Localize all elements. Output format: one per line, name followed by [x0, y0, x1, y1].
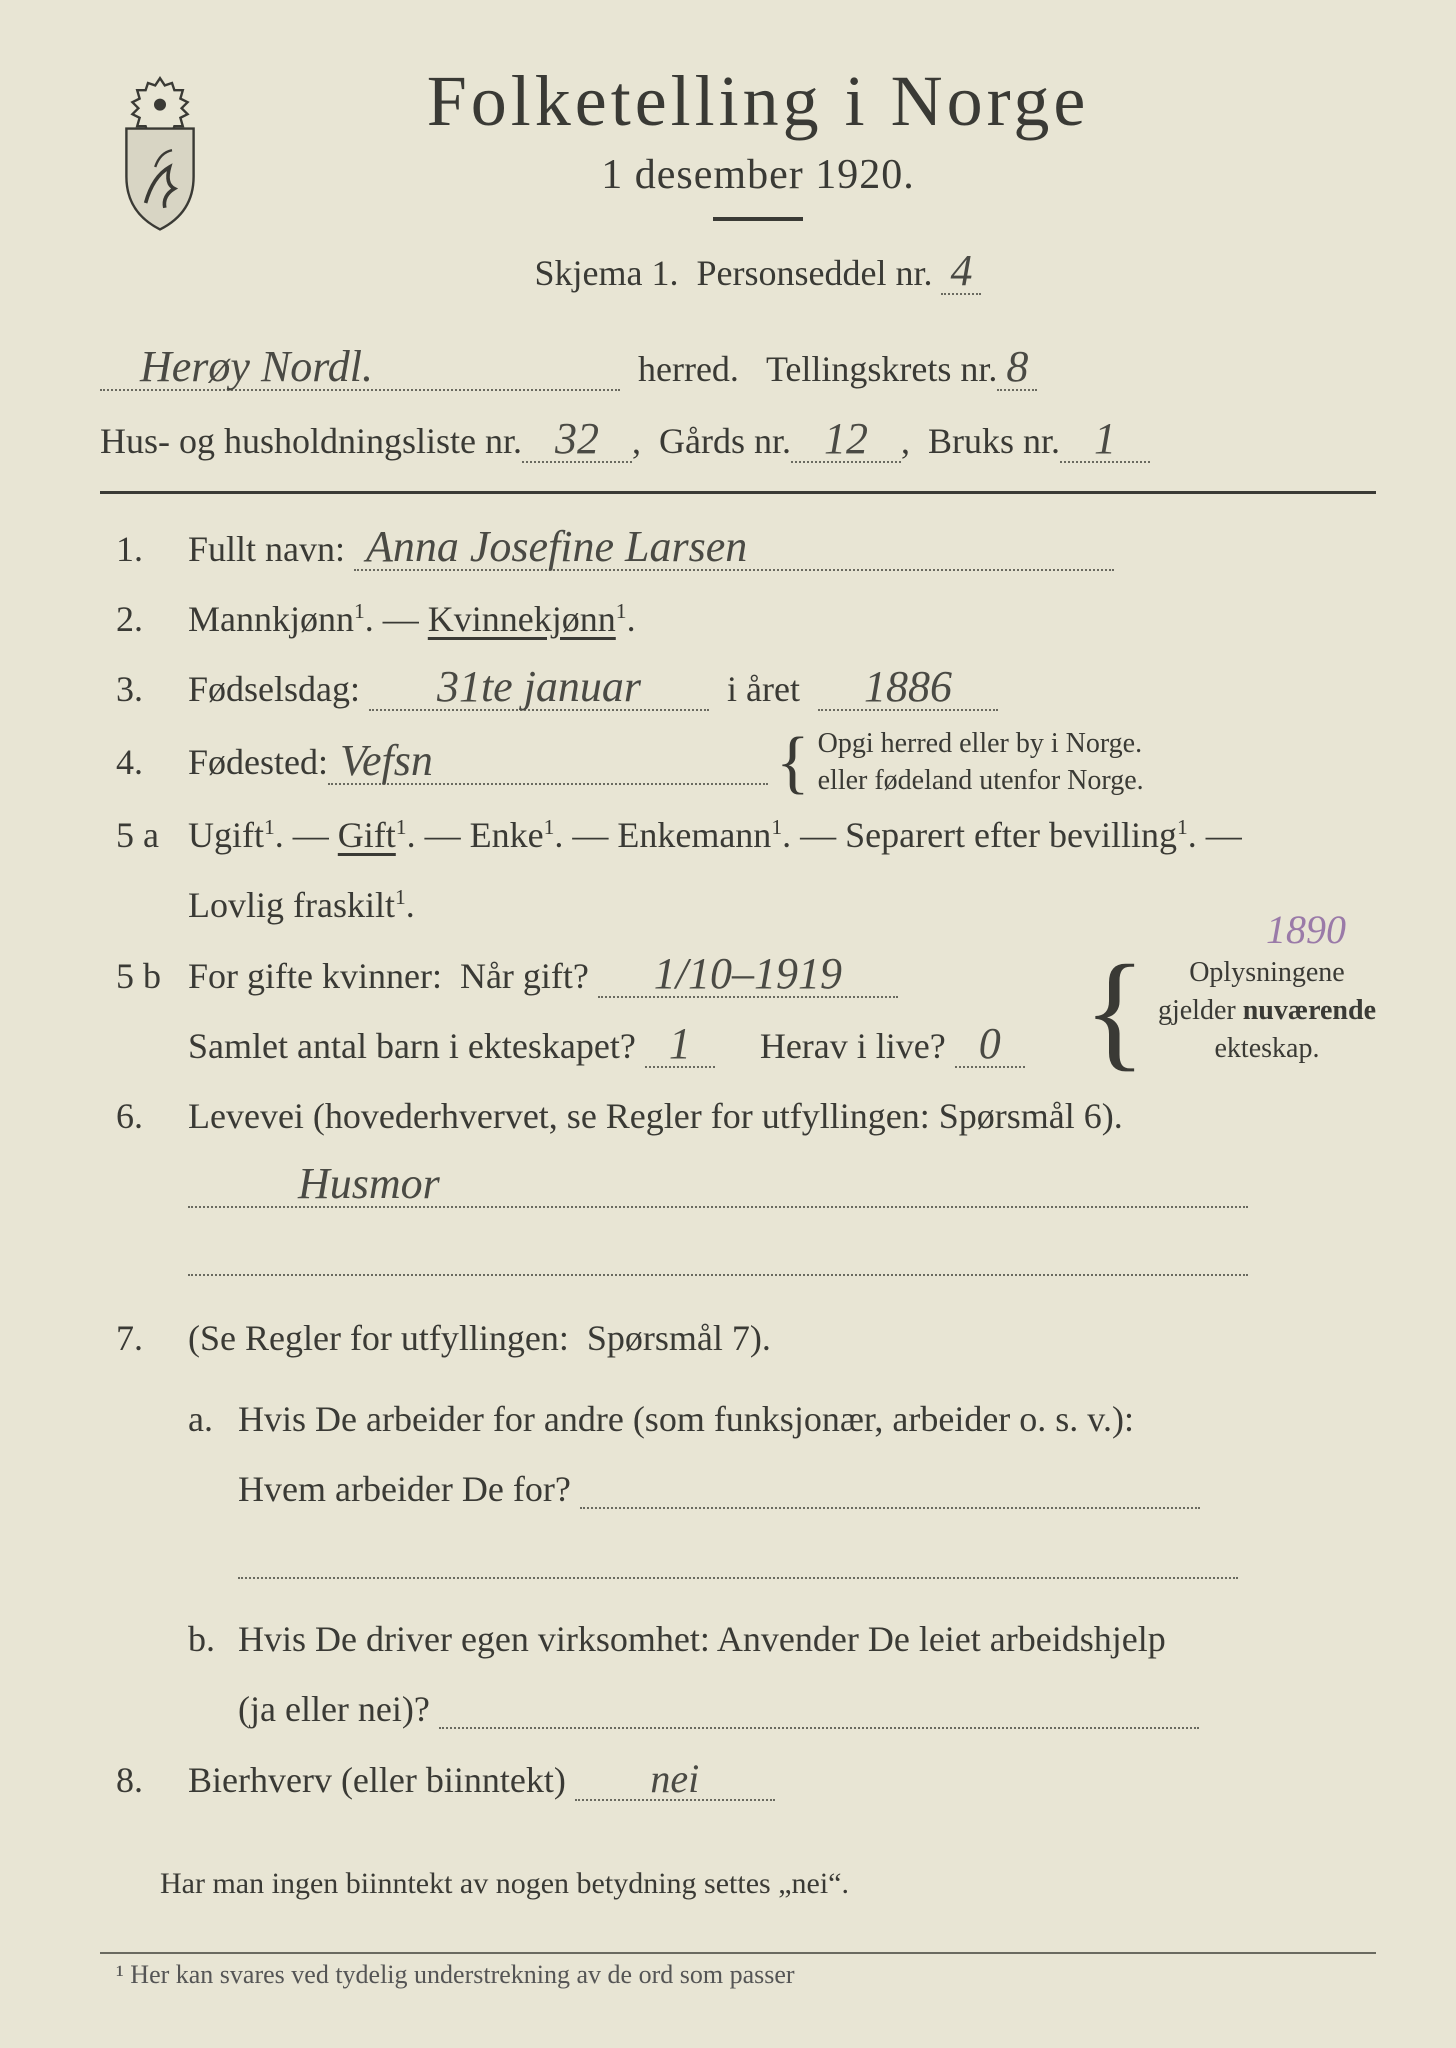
full-name: Anna Josefine Larsen: [354, 525, 1114, 571]
title-divider: [713, 217, 803, 221]
brace-icon: {: [1084, 985, 1146, 1037]
subtitle: 1 desember 1920.: [260, 151, 1256, 199]
instruction-line: Har man ingen biinntekt av nogen betydni…: [160, 1855, 1376, 1912]
footnote: ¹ Her kan svares ved tydelig understrekn…: [116, 1960, 1376, 1990]
margin-annotation: 1890: [1266, 891, 1346, 969]
form-header: Folketelling i Norge 1 desember 1920. Sk…: [100, 60, 1376, 303]
bruks-nr: 1: [1060, 417, 1150, 463]
q4: 4. Fødested: Vefsn { Opgi herred eller b…: [116, 725, 1376, 801]
husholdningsliste-nr: 32: [522, 417, 632, 463]
q8: 8. Bierhverv (eller biinntekt) nei: [116, 1745, 1376, 1815]
coat-of-arms-icon: [100, 70, 220, 240]
children-total: 1: [645, 1022, 715, 1068]
children-alive: 0: [955, 1022, 1025, 1068]
q6: 6. Levevei (hovederhvervet, se Regler fo…: [116, 1081, 1376, 1292]
tellingskrets-nr: 8: [997, 345, 1037, 391]
bierhverv: nei: [575, 1759, 775, 1801]
q5b: 1890 5 b For gifte kvinner: Når gift? 1/…: [116, 941, 1376, 1081]
birth-day: 31te januar: [369, 665, 709, 711]
q5a: 5 a Ugift1. — Gift1. — Enke1. — Enkemann…: [116, 800, 1376, 940]
q7: 7. (Se Regler for utfyllingen: Spørsmål …: [116, 1303, 1376, 1744]
section-rule: [100, 491, 1376, 494]
skjema-line: Skjema 1. Personseddel nr. 4: [260, 249, 1256, 295]
occupation: Husmor: [188, 1162, 1248, 1208]
q5b-sidenote: Oplysningene gjelder nuværende ekteskap.: [1158, 954, 1376, 1067]
footnote-rule: [100, 1952, 1376, 1954]
marital-selected: Gift: [338, 815, 396, 855]
q1: 1. Fullt navn: Anna Josefine Larsen: [116, 514, 1376, 584]
main-title: Folketelling i Norge: [260, 60, 1256, 143]
q4-sidenote: Opgi herred eller by i Norge. eller føde…: [818, 725, 1144, 801]
herred-line: Herøy Nordl. herred. Tellingskrets nr. 8: [100, 333, 1376, 405]
married-date: 1/10–1919: [598, 952, 898, 998]
hush-line: Hus- og husholdningsliste nr. 32 , Gårds…: [100, 405, 1376, 477]
sex-selected: Kvinnekjønn: [428, 599, 616, 639]
gards-nr: 12: [791, 417, 901, 463]
census-form-page: Folketelling i Norge 1 desember 1920. Sk…: [100, 60, 1376, 2008]
birthplace: Vefsn: [328, 739, 768, 785]
herred-value: Herøy Nordl.: [100, 345, 620, 391]
q3: 3. Fødselsdag: 31te januar i året 1886: [116, 654, 1376, 724]
q2: 2. Mannkjønn1. — Kvinnekjønn1.: [116, 584, 1376, 654]
birth-year: 1886: [818, 665, 998, 711]
brace-icon: {: [776, 745, 810, 780]
personseddel-nr: 4: [941, 249, 981, 295]
